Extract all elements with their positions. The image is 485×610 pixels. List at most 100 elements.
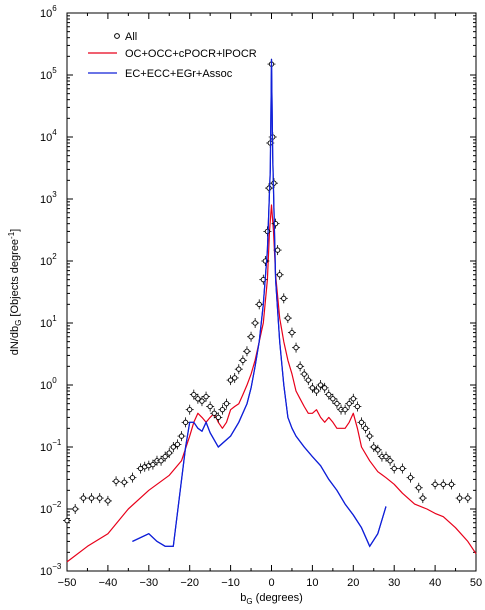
data-point [169,442,178,452]
y-tick-exponent: −2 [52,500,62,509]
data-point [120,477,129,488]
y-tick-exponent: −1 [52,438,62,447]
y-axis-label-sub: G [14,320,23,326]
data-point [447,479,456,490]
data-point [418,493,427,504]
data-point [222,398,231,409]
data-point [251,318,260,328]
x-axis-label-main: b [240,592,246,604]
y-axis-label-rest: [Objects degree [9,239,21,320]
data-point [161,451,170,462]
data-point [463,493,472,504]
data-point [292,342,301,353]
x-tick-label: 40 [429,577,441,589]
data-point [296,361,305,372]
data-point [308,382,317,393]
data-point [177,431,186,442]
y-tick-exponent: 2 [52,252,57,261]
y-tick-label: 106 [40,4,57,20]
data-point [304,375,313,386]
x-axis-label-sub: G [246,597,252,606]
y-tick-exponent: 6 [52,4,57,13]
data-point [112,476,121,487]
data-point [455,493,464,504]
y-tick-exponent: 0 [52,376,57,385]
data-point [365,431,374,442]
data-point [185,404,194,415]
series-line-ec-overlay [132,59,387,548]
data-point [247,331,256,342]
series-line-1 [66,204,477,563]
data-point [279,293,288,304]
data-point [210,408,219,419]
data-point [193,393,202,404]
data-point [361,423,370,434]
x-tick-label: 50 [470,577,482,589]
data-point [332,398,341,409]
y-tick-base: 10 [40,380,52,392]
data-point [369,442,378,452]
legend-label-ec: EC+ECC+EGr+Assoc [125,68,233,80]
x-axis-label: bG (degrees) [240,592,303,606]
y-tick-label: 103 [40,190,57,206]
y-tick-label: 105 [40,66,57,82]
y-tick-exponent: −3 [52,562,62,571]
data-point [353,401,362,412]
data-point [414,482,423,493]
data-point [345,398,354,409]
data-point [165,448,174,459]
y-axis-label: dN/dbG [Objects degree-1] [7,229,23,356]
y-tick-base: 10 [40,8,52,20]
data-point [63,515,71,526]
data-point [337,404,346,415]
y-tick-base: 10 [40,194,52,206]
data-point [259,274,268,285]
data-point [357,417,366,428]
x-tick-label: 20 [347,577,359,589]
x-axis-label-suffix: (degrees) [253,592,303,604]
y-tick-label: 104 [40,128,57,144]
y-axis-label-sup: -1 [7,231,16,239]
x-tick-labels: −50 −40 −30 −20 −10 0 10 20 30 40 50 [58,577,482,589]
y-axis-label-main: dN/db [9,326,21,355]
data-point [242,346,251,357]
data-point [181,417,190,428]
y-tick-label: 10−2 [40,500,62,516]
legend-label-oc: OC+OCC+cPOCR+lPOCR [125,48,257,60]
y-tick-base: 10 [40,256,52,268]
y-tick-base: 10 [40,504,52,516]
data-point [238,355,247,366]
data-point [373,444,382,455]
data-point [382,451,391,462]
y-axis-label-end: ] [9,229,21,232]
x-tick-label: −50 [58,577,77,589]
data-point [148,459,157,470]
y-tick-exponent: 1 [52,314,57,323]
data-point [287,327,296,338]
y-tick-label: 100 [40,376,57,392]
data-point [324,389,333,400]
data-point [173,439,182,450]
data-point [390,463,399,474]
data-point [189,389,198,400]
y-tick-label: 101 [40,314,57,330]
data-point [300,369,309,380]
data-point [328,393,337,404]
data-point [316,380,325,390]
legend-marker-all [114,33,120,39]
x-tick-label: −40 [99,577,118,589]
data-point [214,412,223,423]
data-point [398,463,407,474]
data-point [431,479,440,490]
data-point [103,495,112,506]
data-point [79,493,88,504]
legend-label-all: All [125,31,137,43]
data-point [218,404,227,415]
data-point [439,479,448,490]
data-point [128,472,137,483]
data-point [349,393,358,404]
data-point [226,375,235,386]
y-tick-exponent: 4 [52,128,57,137]
